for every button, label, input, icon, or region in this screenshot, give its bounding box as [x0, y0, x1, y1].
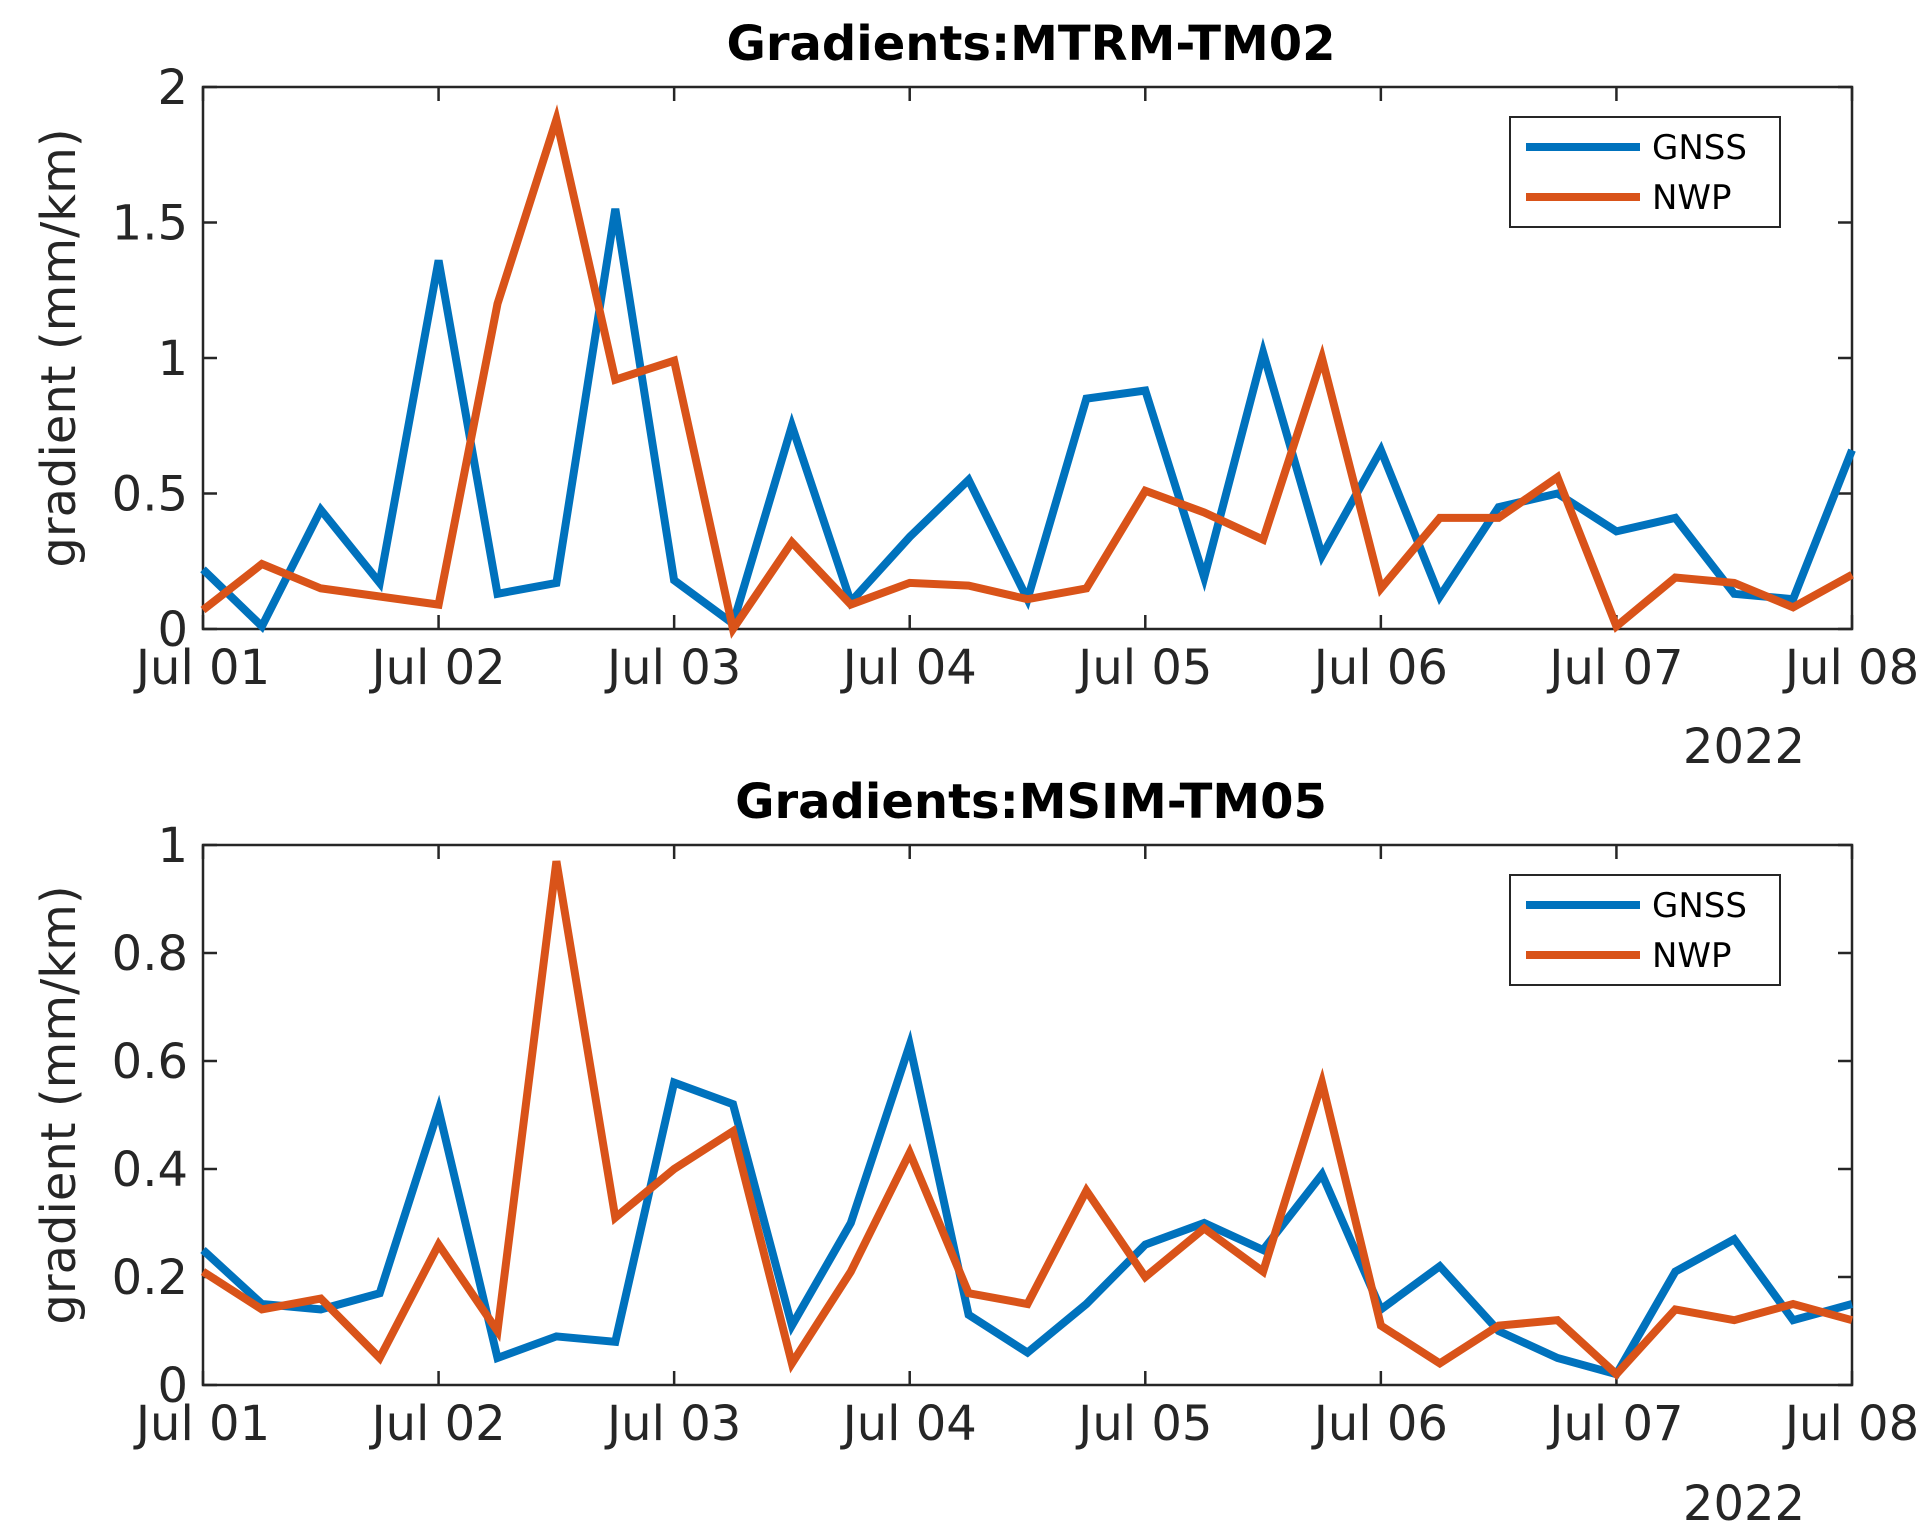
x-tick-label: Jul 04	[840, 1396, 977, 1452]
legend-label-gnss: GNSS	[1652, 128, 1747, 168]
x-tick-label: Jul 03	[604, 1396, 741, 1452]
y-tick-label: 0.4	[112, 1142, 188, 1198]
x-tick-label: Jul 03	[604, 640, 741, 696]
year-label: 2022	[1683, 1476, 1805, 1532]
y-tick-label: 1.5	[112, 196, 188, 252]
x-tick-label: Jul 06	[1311, 1396, 1448, 1452]
chart-panel-bottom: Gradients:MSIM-TM05 gradient (mm/km) 202…	[31, 774, 1919, 1532]
chart-title: Gradients:MTRM-TM02	[726, 16, 1335, 72]
x-tick-label: Jul 01	[133, 1396, 270, 1452]
y-tick-label: 0.8	[112, 926, 188, 982]
legend-box	[1509, 874, 1781, 986]
x-tick-label: Jul 05	[1075, 1396, 1212, 1452]
x-tick-label: Jul 05	[1075, 640, 1212, 696]
series-line-gnss	[200, 1029, 1854, 1379]
y-tick-label: 1	[157, 331, 188, 387]
year-label: 2022	[1683, 719, 1805, 775]
y-tick-label: 0.5	[112, 467, 188, 523]
x-tick-label: Jul 06	[1311, 640, 1448, 696]
x-tick-label: Jul 08	[1782, 1396, 1919, 1452]
x-tick-label: Jul 01	[133, 640, 270, 696]
chart-title: Gradients:MSIM-TM05	[735, 774, 1327, 830]
y-tick-label: 0	[157, 602, 188, 658]
y-axis-label: gradient (mm/km)	[31, 128, 87, 567]
legend-box	[1509, 116, 1781, 228]
x-tick-label: Jul 07	[1546, 640, 1683, 696]
y-tick-label: 2	[157, 60, 188, 116]
x-tick-label: Jul 04	[840, 640, 977, 696]
legend-label-gnss: GNSS	[1652, 886, 1747, 926]
x-tick-label: Jul 07	[1546, 1396, 1683, 1452]
axes-box	[201, 843, 1854, 1387]
y-tick-label: 1	[157, 818, 188, 874]
x-tick-label: Jul 02	[368, 1396, 505, 1452]
legend-label-nwp: NWP	[1652, 178, 1732, 218]
y-axis-label: gradient (mm/km)	[31, 885, 87, 1324]
legend-label-nwp: NWP	[1652, 936, 1732, 976]
y-tick-label: 0.2	[112, 1250, 188, 1306]
x-tick-label: Jul 08	[1782, 640, 1919, 696]
y-tick-label: 0.6	[112, 1034, 188, 1090]
chart-panel-top: Gradients:MTRM-TM02 gradient (mm/km) 202…	[31, 16, 1919, 775]
series-line-nwp	[200, 860, 1854, 1380]
x-tick-label: Jul 02	[368, 640, 505, 696]
series-line-nwp	[200, 104, 1854, 639]
y-tick-label: 0	[157, 1358, 188, 1414]
